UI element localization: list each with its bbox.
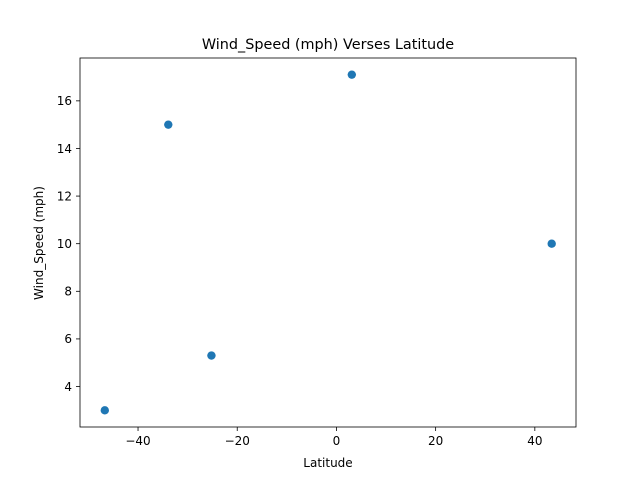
data-point (547, 239, 556, 248)
y-tick-label: 14 (57, 142, 72, 156)
y-tick-label: 16 (57, 94, 72, 108)
x-axis-ticks: −40 −20 0 20 40 (125, 427, 542, 448)
x-tick-label: −20 (225, 434, 250, 448)
y-axis-label: Wind_Speed (mph) (32, 186, 46, 300)
data-points (100, 70, 556, 415)
y-tick-label: 4 (64, 380, 72, 394)
data-point (207, 351, 216, 360)
data-point (164, 120, 173, 129)
axes-frame (79, 57, 577, 428)
y-tick-label: 10 (57, 237, 72, 251)
x-axis-label: Latitude (303, 456, 352, 470)
x-tick-label: 20 (428, 434, 443, 448)
plot-area: −40 −20 0 20 40 4 6 8 10 12 14 16 (57, 57, 577, 448)
chart-title: Wind_Speed (mph) Verses Latitude (202, 37, 454, 53)
y-tick-label: 8 (64, 285, 72, 299)
x-tick-label: −40 (125, 434, 150, 448)
data-point (347, 70, 357, 79)
x-tick-label: 40 (527, 434, 542, 448)
data-point (100, 406, 110, 415)
y-tick-label: 6 (64, 332, 72, 346)
y-tick-label: 12 (57, 189, 72, 203)
x-tick-label: 0 (333, 434, 341, 448)
y-axis-ticks: 4 6 8 10 12 14 16 (57, 94, 80, 394)
